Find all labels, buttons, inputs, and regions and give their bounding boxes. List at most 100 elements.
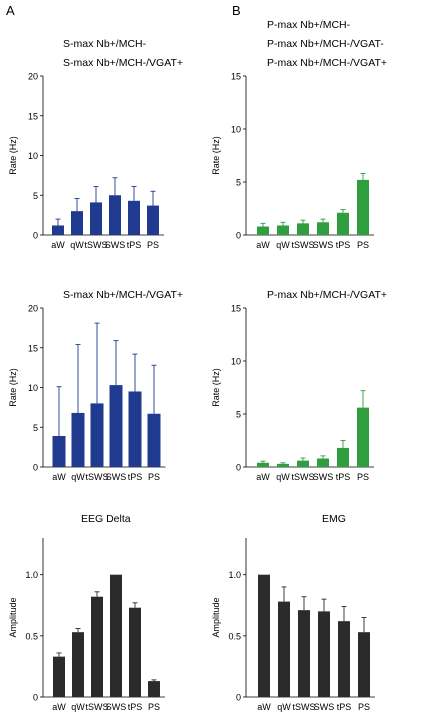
chart-6-category-label: aW (257, 702, 271, 712)
chart-4-category-label: PS (357, 472, 369, 482)
chart-1-bar (128, 200, 140, 235)
chart-5-category-label: aW (52, 702, 66, 712)
chart-4-bar (297, 460, 309, 467)
chart-6-bar (318, 611, 330, 697)
chart-4-bar (277, 463, 289, 467)
chart-6-bar (298, 610, 310, 697)
chart-2-bar (257, 226, 269, 235)
chart-4-y-tick-label: 10 (231, 357, 241, 367)
chart-4-category-label: tPS (336, 472, 351, 482)
chart-2-bar (277, 225, 289, 235)
chart-5-category-label: tPS (128, 702, 143, 712)
chart-1-y-tick-label: 10 (28, 151, 38, 161)
chart-5-category-label: tSWS (85, 702, 108, 712)
chart-3-y-tick-label: 0 (33, 463, 38, 473)
chart-1-category-label: tSWS (84, 240, 107, 250)
chart-6-category-label: PS (358, 702, 370, 712)
chart-6-category-label: tPS (337, 702, 352, 712)
chart-3-y-tick-label: 5 (33, 423, 38, 433)
chart-2-category-label: aW (256, 240, 270, 250)
chart-3-category-label: tPS (128, 472, 143, 482)
chart-5-y-tick-label: 0.5 (25, 631, 38, 641)
chart-4-category-label: aW (256, 472, 270, 482)
chart-4-y-tick-label: 0 (236, 463, 241, 473)
chart-2-bar (357, 179, 369, 235)
chart-4-y-axis-label: Rate (Hz) (211, 368, 221, 407)
chart-4-bar (357, 407, 369, 467)
chart-4-y-tick-label: 15 (231, 304, 241, 314)
chart-1-category-label: PS (147, 240, 159, 250)
chart-3-bar (90, 403, 104, 467)
chart-3-y-tick-label: 20 (28, 304, 38, 314)
chart-2-title-line: P-max Nb+/MCH-/VGAT- (267, 38, 384, 50)
chart-3-category-label: PS (148, 472, 160, 482)
chart-1-bar (71, 211, 83, 235)
chart-6-title-line: EMG (322, 513, 346, 525)
chart-5-bar (53, 656, 65, 697)
chart-3-y-axis-label: Rate (Hz) (8, 368, 18, 407)
chart-4-y-tick-label: 5 (236, 410, 241, 420)
chart-5-category-label: qW (71, 702, 85, 712)
chart-1-y-tick-label: 0 (33, 231, 38, 241)
chart-5-bar (72, 632, 84, 697)
chart-2-category-label: PS (357, 240, 369, 250)
chart-3-bar (128, 391, 142, 467)
chart-4-bar (317, 458, 329, 467)
chart-6-category-label: SWS (314, 702, 335, 712)
chart-2-category-label: SWS (313, 240, 334, 250)
panel-label-b: B (232, 3, 241, 18)
chart-4-title-line: P-max Nb+/MCH-/VGAT+ (267, 289, 387, 301)
chart-3-category-label: SWS (106, 472, 127, 482)
chart-5-bar (129, 607, 141, 697)
chart-3-bar (147, 413, 161, 467)
chart-6-category-label: tSWS (292, 702, 315, 712)
chart-6-bar (278, 601, 290, 697)
chart-2-y-axis-label: Rate (Hz) (211, 136, 221, 175)
chart-5-title-line: EEG Delta (81, 513, 131, 525)
chart-1-category-label: aW (51, 240, 65, 250)
chart-6-category-label: qW (277, 702, 291, 712)
chart-4-bar (257, 462, 269, 467)
chart-1-bar (52, 225, 64, 235)
chart-1-category-label: SWS (105, 240, 126, 250)
chart-1-category-label: qW (70, 240, 84, 250)
chart-1-bar (109, 195, 121, 235)
chart-2-category-label: qW (276, 240, 290, 250)
chart-5-bar (110, 574, 122, 697)
chart-4-category-label: tSWS (291, 472, 314, 482)
chart-2-y-tick-label: 5 (236, 178, 241, 188)
chart-1-y-tick-label: 5 (33, 191, 38, 201)
chart-1-y-tick-label: 15 (28, 111, 38, 121)
chart-5-bar (91, 596, 103, 697)
chart-1-y-tick-label: 20 (28, 72, 38, 82)
chart-5-y-tick-label: 0 (33, 693, 38, 703)
chart-2-category-label: tPS (336, 240, 351, 250)
chart-5-category-label: PS (148, 702, 160, 712)
chart-5-category-label: SWS (106, 702, 127, 712)
chart-6-bar (358, 632, 370, 697)
chart-2-y-tick-label: 0 (236, 231, 241, 241)
chart-3-bar (109, 385, 123, 467)
chart-6-bar (338, 621, 350, 697)
chart-1-title-line: S-max Nb+/MCH-/VGAT+ (63, 57, 183, 69)
chart-1-bar (147, 205, 159, 235)
chart-4-bar (337, 447, 349, 467)
chart-2-bar (317, 222, 329, 235)
chart-6-bar (258, 574, 270, 697)
chart-6-y-tick-label: 1.0 (228, 570, 241, 580)
chart-3-y-tick-label: 15 (28, 343, 38, 353)
chart-3-bar (71, 412, 85, 467)
chart-1-bar (90, 202, 102, 235)
chart-2-y-tick-label: 15 (231, 72, 241, 82)
chart-3-category-label: aW (52, 472, 66, 482)
chart-3-category-label: tSWS (85, 472, 108, 482)
chart-2-bar (297, 223, 309, 235)
chart-6-y-axis-label: Amplitude (211, 597, 221, 637)
chart-3-y-tick-label: 10 (28, 383, 38, 393)
chart-6-y-tick-label: 0.5 (228, 631, 241, 641)
chart-5-y-tick-label: 1.0 (25, 570, 38, 580)
chart-3-category-label: qW (71, 472, 85, 482)
chart-3-bar (52, 435, 66, 467)
chart-6-y-tick-label: 0 (236, 693, 241, 703)
